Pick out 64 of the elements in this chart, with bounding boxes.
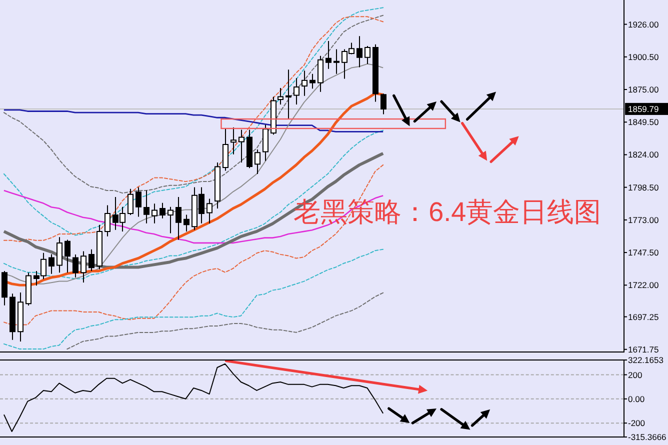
candlestick [310,73,316,90]
y-tick-label: 1849.50 [628,117,659,128]
candlestick [318,55,324,92]
candlestick [128,188,134,216]
candlestick [160,202,166,219]
candlestick [72,254,78,278]
candlestick [246,129,252,169]
y-tick-label: -315.3666 [628,432,667,442]
line-series [3,363,384,432]
candlestick [152,203,158,224]
y-tick-label: 1926.00 [628,19,659,30]
line-series [66,292,384,350]
line-series [3,14,384,194]
y-tick-label: 1722.00 [628,280,659,290]
y-tick-label: 1671.75 [628,344,659,354]
y-tick-label: 200 [628,370,642,380]
candlestick [176,196,182,240]
candlestick [356,36,362,68]
candlestick [136,186,142,218]
y-tick-label: 1697.25 [628,312,659,322]
candlestick [372,44,378,102]
candlestick [334,48,340,74]
candlestick [262,124,268,162]
candlestick [184,214,190,232]
candlestick [222,128,228,172]
candlestick [238,129,244,164]
y-tick-label: 1747.50 [628,248,659,258]
y-tick-label: 1875.00 [628,84,659,94]
candlestick [168,206,174,234]
annotation: 老黑策略：6.4黄金日线图 [294,196,602,227]
candlestick [104,204,110,237]
candlestick [206,198,212,224]
candlestick [26,272,32,306]
y-tick-label: 322.1653 [628,355,664,365]
candlestick [254,148,260,175]
candlestick [144,190,150,224]
candlestick [48,254,54,274]
candlestick [64,239,70,274]
line-series [3,248,384,350]
candlestick [2,270,8,306]
candlestick [302,70,308,96]
candlestick [18,292,24,342]
candlestick [278,87,284,105]
y-tick-label: 1900.50 [628,52,659,62]
candlestick [294,78,300,105]
candlestick [88,248,94,272]
y-tick-label: 1773.00 [628,214,659,225]
candlestick [364,46,370,65]
candlestick [286,69,292,120]
candlestick [270,96,276,136]
candlestick [10,293,16,340]
candlestick [380,93,386,115]
ref-line-label: 1859.79 [628,104,659,114]
candlestick [214,162,220,210]
line-series [3,109,384,132]
candlestick [96,224,102,270]
y-tick-label: 1798.50 [628,182,659,192]
y-tick-label: -200 [628,418,646,428]
y-tick-label: 0.00 [628,394,645,404]
candlestick [230,126,236,155]
y-tick-label: 1824.00 [628,150,659,160]
candlestick [80,250,86,283]
candlestick [326,40,332,70]
candlestick [56,236,62,274]
